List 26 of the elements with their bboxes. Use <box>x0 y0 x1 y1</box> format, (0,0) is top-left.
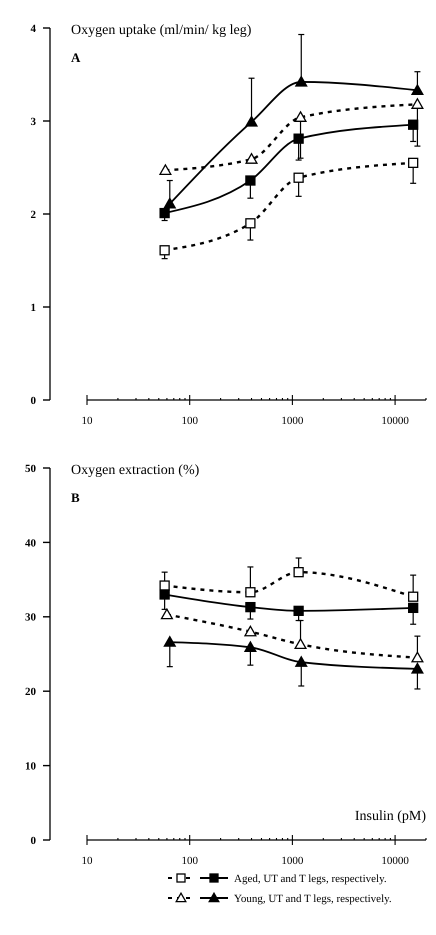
y-tick-label: 4 <box>30 22 36 35</box>
y-axis-title: Oxygen uptake (ml/min/ kg leg) <box>71 23 252 38</box>
x-tick-label: 10000 <box>381 855 410 867</box>
text: A <box>71 50 81 65</box>
x-tick-label: 10 <box>82 415 93 427</box>
x-axis-title: Insulin (pM) <box>354 809 426 824</box>
x-tick-label: 100 <box>181 855 198 867</box>
legend-label: Young, UT and T legs, respectively. <box>234 892 392 905</box>
y-tick-label: 1 <box>30 302 36 314</box>
y-tick-label: 0 <box>30 394 36 407</box>
y-axis-title: Oxygen extraction (%) <box>71 463 200 478</box>
y-tick-label: 3 <box>30 116 36 128</box>
x-tick-label: 1000 <box>281 855 304 867</box>
y-tick-label: 30 <box>25 612 36 624</box>
y-tick-label: 2 <box>30 208 36 221</box>
y-tick-label: 0 <box>30 834 36 847</box>
y-tick-label: 10 <box>25 760 36 772</box>
text: B <box>71 490 80 505</box>
x-tick-label: 1000 <box>281 415 304 427</box>
x-tick-label: 10000 <box>381 415 410 427</box>
x-tick-label: 100 <box>181 415 198 427</box>
y-tick-label: 50 <box>25 462 36 475</box>
x-tick-label: 10 <box>82 855 93 867</box>
y-tick-label: 40 <box>25 537 36 550</box>
y-tick-label: 20 <box>25 686 36 698</box>
legend-label: Aged, UT and T legs, respectively. <box>234 872 387 885</box>
